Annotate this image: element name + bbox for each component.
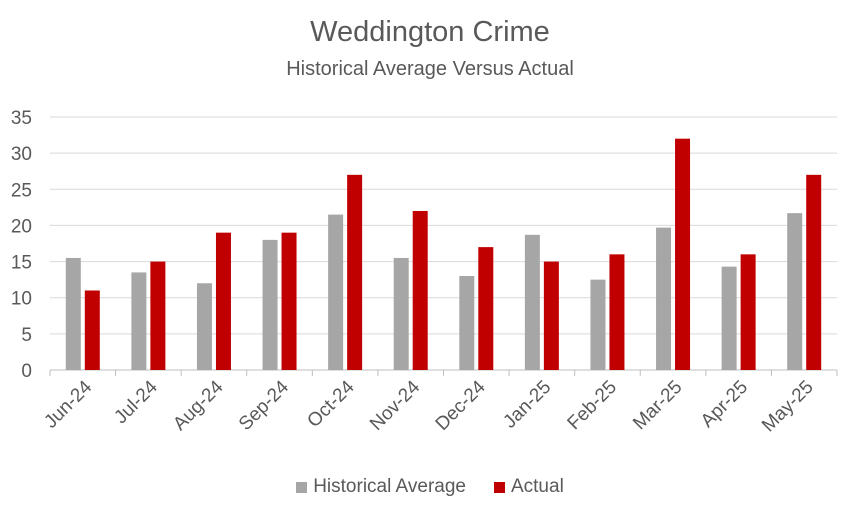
x-tick-label: May-25	[758, 377, 818, 437]
y-tick-label: 0	[21, 361, 32, 382]
y-tick-label: 5	[21, 325, 32, 346]
y-tick-label: 30	[11, 144, 32, 165]
bar-historical-average	[590, 279, 606, 370]
bar-actual	[281, 232, 297, 370]
y-tick-label: 35	[11, 108, 32, 129]
bar-historical-average	[328, 214, 344, 370]
bar-historical-average	[65, 257, 81, 370]
x-tick-label: Nov-24	[366, 376, 424, 434]
legend-swatch-actual	[493, 481, 505, 493]
bar-actual	[215, 232, 231, 370]
bar-actual	[806, 174, 822, 370]
legend-item-actual: Actual	[493, 476, 564, 498]
bar-actual	[347, 174, 363, 370]
y-tick-label: 20	[11, 216, 32, 237]
x-tick-label: Jun-24	[40, 376, 96, 432]
bar-historical-average	[262, 239, 278, 370]
legend-swatch-historical-average	[296, 481, 308, 493]
x-tick-label: Dec-24	[432, 376, 490, 434]
bar-actual	[609, 254, 625, 370]
x-tick-label: Jul-24	[110, 376, 162, 428]
bar-actual	[412, 210, 428, 370]
x-tick-label: Sep-24	[235, 376, 293, 434]
bar-historical-average	[459, 276, 475, 370]
x-tick-label: Apr-25	[697, 377, 752, 432]
bar-historical-average	[196, 283, 212, 370]
bar-historical-average	[656, 227, 672, 370]
bar-actual	[740, 254, 756, 370]
legend: Historical Average Actual	[0, 476, 860, 498]
x-tick-label: Feb-25	[564, 377, 621, 434]
chart-title: Weddington Crime	[310, 16, 550, 48]
bar-actual	[150, 261, 166, 370]
x-tick-label: Jan-25	[499, 377, 555, 433]
y-tick-label: 15	[11, 253, 32, 274]
bar-historical-average	[787, 213, 803, 370]
bar-historical-average	[524, 234, 540, 370]
y-tick-label: 10	[11, 289, 32, 310]
x-tick-label: Mar-25	[629, 377, 686, 434]
bar-actual	[478, 247, 494, 370]
x-tick-label: Oct-24	[303, 376, 358, 431]
bar-historical-average	[393, 257, 409, 370]
x-tick-label: Aug-24	[169, 376, 227, 434]
legend-label-historical-average: Historical Average	[313, 476, 466, 497]
bar-historical-average	[721, 266, 737, 370]
chart-subtitle: Historical Average Versus Actual	[286, 58, 574, 80]
bar-historical-average	[131, 272, 147, 370]
bar-actual	[675, 138, 691, 370]
legend-item-historical-average: Historical Average	[296, 476, 466, 498]
y-tick-label: 25	[11, 180, 32, 201]
bar-actual	[84, 290, 100, 370]
bar-actual	[543, 261, 559, 370]
legend-label-actual: Actual	[510, 476, 564, 497]
